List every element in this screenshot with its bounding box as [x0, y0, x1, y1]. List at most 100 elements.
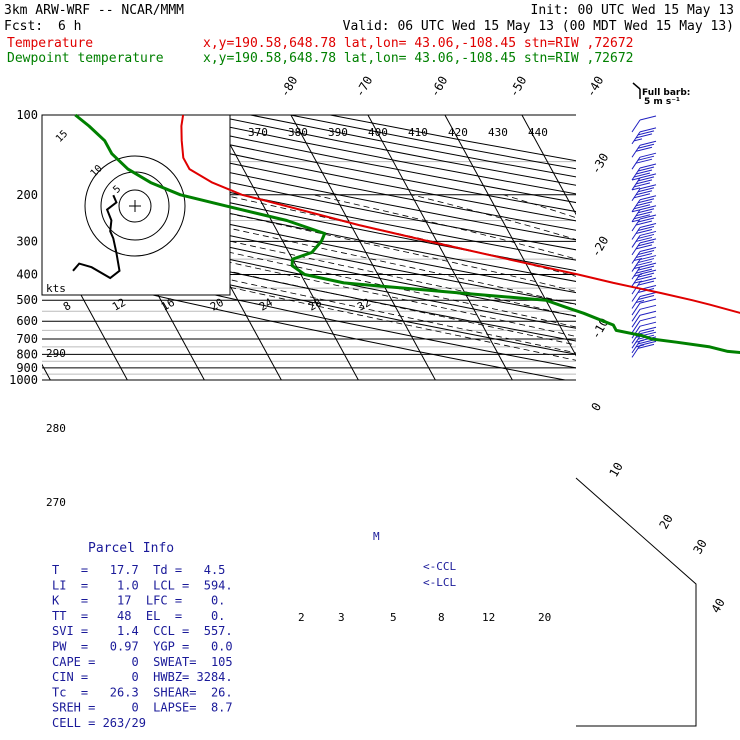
- wind-barb-feather: [637, 272, 655, 278]
- wind-barb-feather: [639, 255, 657, 261]
- parcel-info-row: CELL = 263/29: [52, 716, 146, 730]
- wind-barb-staff: [631, 345, 641, 358]
- wind-barb: [631, 173, 657, 191]
- parcel-info-row: CAPE = 0 SWEAT= 105: [52, 655, 233, 669]
- wind-barb: [631, 163, 657, 181]
- theta-e-label: 400: [368, 126, 388, 139]
- isotherm-line: [521, 115, 576, 216]
- isotherm-label: -60: [427, 74, 450, 100]
- moist-adiabat: [145, 194, 576, 292]
- hodograph: 15 10 5 kts: [41, 114, 231, 296]
- wind-barb: [631, 184, 657, 202]
- wind-barb-feather: [639, 223, 657, 228]
- isotherm-label: -20: [588, 234, 611, 260]
- wind-barb-feather: [633, 204, 651, 210]
- barb-legend-title: Full barb:: [642, 88, 690, 98]
- pressure-tick-label: 100: [16, 108, 38, 122]
- mixing-ratio-line: [635, 321, 718, 380]
- barb-legend-flag: [632, 82, 641, 90]
- wind-barb: [631, 269, 657, 287]
- chart-header: 3km ARW-WRF -- NCAR/MMM Init: 00 UTC Wed…: [4, 3, 734, 66]
- wind-barb-feather: [635, 236, 653, 242]
- wind-barb-feather: [639, 298, 657, 304]
- wind-barb-feather: [637, 217, 655, 223]
- wind-barb-feather: [639, 163, 657, 169]
- moist-adiabat: [411, 194, 576, 240]
- hodograph-speed-label: 16: [159, 296, 177, 314]
- wind-barb: [631, 152, 657, 170]
- dry-adiabat: [42, 254, 576, 369]
- wind-barb-half-feather: [633, 138, 643, 142]
- pressure-tick-label: 300: [16, 234, 38, 248]
- mixing-ratio-label: 5: [390, 611, 397, 624]
- wind-barb-feather: [637, 295, 655, 300]
- pressure-tick-label: 700: [16, 332, 38, 346]
- pressure-tick-label: 400: [16, 268, 38, 282]
- isotherm-line: [444, 115, 576, 357]
- theta-label: 270: [46, 496, 66, 509]
- wind-barb-feather: [639, 173, 657, 179]
- wind-barb-staff: [631, 119, 641, 133]
- wind-barb-feather: [637, 208, 655, 214]
- wind-barb-feather: [639, 127, 657, 133]
- wind-barb-feather: [637, 280, 655, 286]
- wind-barb-staff: [631, 314, 641, 328]
- wind-barb-feather: [633, 182, 651, 188]
- wind-barb-feather: [639, 292, 657, 297]
- pressure-tick-label: 1000: [9, 373, 38, 387]
- wind-barb: [631, 262, 657, 280]
- wind-barb: [631, 316, 657, 334]
- mixing-ratio-line: [735, 321, 740, 380]
- wind-barb-feather: [639, 310, 657, 316]
- parcel-info-row: TT = 48 EL = 0.: [52, 609, 225, 623]
- wind-barb-feather: [639, 152, 657, 158]
- wind-barb-feather: [635, 190, 653, 196]
- ccl-marker: <-CCL: [423, 560, 456, 573]
- parcel-info-title: Parcel Info: [88, 541, 174, 556]
- theta-e-label: 420: [448, 126, 468, 139]
- temperature-legend-label: Temperature: [7, 36, 93, 51]
- wind-barb: [631, 321, 657, 339]
- wind-barb: [631, 292, 657, 309]
- wind-barb-feather: [635, 179, 653, 185]
- wind-barb-feather: [635, 268, 653, 274]
- wind-barb: [631, 255, 657, 272]
- mixing-ratio-label: 3: [338, 611, 345, 624]
- wind-barb: [631, 340, 657, 358]
- parcel-info-row: SVI = 1.4 CCL = 557.: [52, 624, 233, 638]
- pressure-tick-label: 600: [16, 314, 38, 328]
- wind-barb: [631, 230, 657, 248]
- theta-e-label: 370: [248, 126, 268, 139]
- wind-barb: [631, 247, 657, 264]
- dry-adiabat: [42, 171, 576, 282]
- isotherm-label: -80: [277, 74, 300, 100]
- wind-barb-feather: [639, 316, 657, 322]
- lcl-marker: <-LCL: [423, 576, 456, 589]
- wind-barb-feather: [635, 158, 653, 164]
- dry-adiabat: [42, 121, 576, 231]
- wind-barb: [631, 127, 657, 145]
- wind-barb: [631, 214, 657, 232]
- dry-adiabat: [50, 115, 576, 222]
- parcel-info-row: LI = 1.0 LCL = 594.: [52, 578, 233, 592]
- wind-barb-feather: [637, 250, 655, 256]
- wind-barb-feather: [633, 172, 651, 178]
- wind-barb-feather: [639, 321, 657, 327]
- wind-barb-feather: [637, 343, 655, 349]
- pressure-tick-label: 200: [16, 188, 38, 202]
- theta-e-label: 430: [488, 126, 508, 139]
- theta-e-label: 380: [288, 126, 308, 139]
- wind-barb-feather: [637, 166, 655, 172]
- wind-barb-feather: [637, 241, 655, 247]
- wind-barb: [631, 140, 657, 158]
- isotherm-label: -30: [588, 151, 611, 177]
- dewpoint-location-info: x,y=190.58,648.78 lat,lon= 43.06,-108.45…: [203, 51, 633, 66]
- parcel-info-row: CIN = 0 HWBZ= 3284.: [52, 670, 233, 684]
- wind-barb-feather: [639, 230, 657, 236]
- wind-barb: [631, 298, 657, 316]
- wind-barb-staff: [631, 309, 641, 322]
- dry-adiabat: [42, 130, 576, 241]
- wind-barb-feather: [635, 275, 653, 281]
- parcel-info-background: [42, 536, 236, 726]
- wind-barb-feather: [639, 247, 657, 253]
